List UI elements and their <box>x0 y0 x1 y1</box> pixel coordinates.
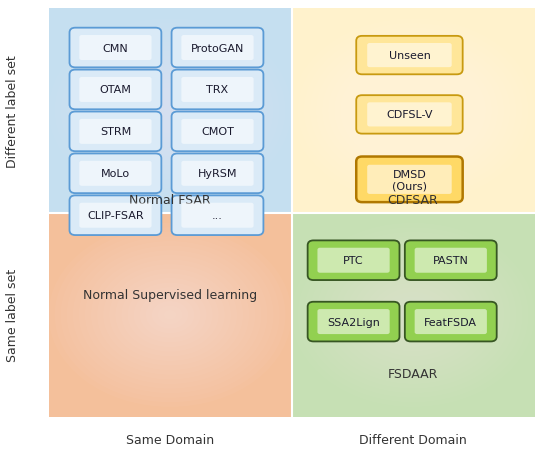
Text: MoLo: MoLo <box>101 169 130 179</box>
Text: SSA2Lign: SSA2Lign <box>327 317 380 327</box>
FancyBboxPatch shape <box>356 157 463 202</box>
FancyBboxPatch shape <box>79 120 152 145</box>
Text: CDFSAR: CDFSAR <box>388 194 438 207</box>
Text: Different Domain: Different Domain <box>359 433 467 446</box>
FancyBboxPatch shape <box>356 96 463 134</box>
Text: Same label set: Same label set <box>5 269 19 362</box>
FancyBboxPatch shape <box>181 203 254 228</box>
Text: STRM: STRM <box>100 127 131 137</box>
Text: OTAM: OTAM <box>99 85 131 95</box>
FancyBboxPatch shape <box>172 154 264 194</box>
Text: PASTN: PASTN <box>433 256 469 266</box>
FancyBboxPatch shape <box>79 161 152 186</box>
FancyBboxPatch shape <box>318 309 390 334</box>
Text: CMN: CMN <box>103 43 129 53</box>
FancyBboxPatch shape <box>318 248 390 273</box>
FancyBboxPatch shape <box>70 196 161 235</box>
FancyBboxPatch shape <box>79 36 152 61</box>
Bar <box>292 213 535 417</box>
FancyBboxPatch shape <box>172 112 264 152</box>
FancyBboxPatch shape <box>172 196 264 235</box>
FancyBboxPatch shape <box>415 248 487 273</box>
FancyBboxPatch shape <box>308 302 400 342</box>
FancyBboxPatch shape <box>70 154 161 194</box>
FancyBboxPatch shape <box>367 166 451 194</box>
FancyBboxPatch shape <box>405 241 497 281</box>
Text: ...: ... <box>212 211 223 221</box>
FancyBboxPatch shape <box>367 103 451 127</box>
Text: FeatFSDA: FeatFSDA <box>424 317 477 327</box>
FancyBboxPatch shape <box>172 70 264 110</box>
Bar <box>292 9 535 213</box>
FancyBboxPatch shape <box>172 28 264 68</box>
FancyBboxPatch shape <box>308 241 400 281</box>
FancyBboxPatch shape <box>181 36 254 61</box>
FancyBboxPatch shape <box>181 120 254 145</box>
Text: TRX: TRX <box>206 85 228 95</box>
FancyBboxPatch shape <box>70 70 161 110</box>
FancyBboxPatch shape <box>356 37 463 75</box>
Text: FSDAAR: FSDAAR <box>388 368 438 381</box>
FancyBboxPatch shape <box>367 44 451 68</box>
FancyBboxPatch shape <box>70 28 161 68</box>
Text: CDFSL-V: CDFSL-V <box>386 110 433 120</box>
FancyBboxPatch shape <box>181 78 254 103</box>
Text: CMOT: CMOT <box>201 127 234 137</box>
Text: Normal FSAR: Normal FSAR <box>129 194 211 207</box>
Text: Normal Supervised learning: Normal Supervised learning <box>83 288 257 301</box>
Text: Unseen: Unseen <box>388 51 430 61</box>
Text: HyRSM: HyRSM <box>198 169 237 179</box>
Text: DMSD
(Ours): DMSD (Ours) <box>392 169 427 191</box>
Text: CLIP-FSAR: CLIP-FSAR <box>87 211 144 221</box>
Bar <box>49 213 292 417</box>
Bar <box>49 9 292 213</box>
Text: ProtoGAN: ProtoGAN <box>191 43 244 53</box>
FancyBboxPatch shape <box>415 309 487 334</box>
FancyBboxPatch shape <box>405 302 497 342</box>
FancyBboxPatch shape <box>79 78 152 103</box>
Text: Same Domain: Same Domain <box>126 433 214 446</box>
FancyBboxPatch shape <box>70 112 161 152</box>
FancyBboxPatch shape <box>79 203 152 228</box>
Text: PTC: PTC <box>343 256 364 266</box>
FancyBboxPatch shape <box>181 161 254 186</box>
Text: Different label set: Different label set <box>5 55 19 167</box>
